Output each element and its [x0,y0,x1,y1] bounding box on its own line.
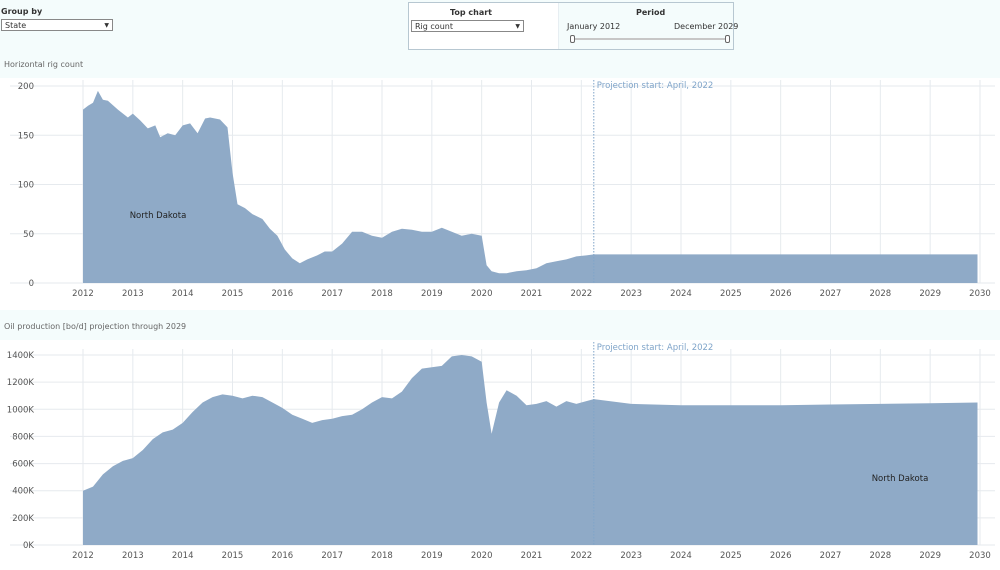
x-tick-label: 2013 [122,551,144,561]
x-tick-label: 2018 [371,289,393,299]
x-tick-label: 2015 [222,551,244,561]
x-tick-label: 2022 [571,551,593,561]
rig-count-chart: 2012 2013 2014 2015 2016 2017 2018 2019 2020 2021… [10,80,995,299]
period-slider-track[interactable] [573,38,728,40]
rig-chart-title: Horizontal rig count [4,60,84,69]
x-tick-label: 2021 [521,551,543,561]
y-tick-label: 0K [23,541,34,551]
x-tick-label: 2030 [969,289,991,299]
y-tick-label: 800K [12,432,34,442]
series-area-north-dakota [83,90,978,284]
chart-controls-panel [408,2,734,50]
oil-chart-title: Oil production [bo/d] projection through… [4,322,187,331]
period-start-label: January 2012 [567,22,621,31]
y-tick-label: 50 [23,230,34,240]
x-tick-label: 2026 [770,551,792,561]
series-label: North Dakota [872,474,929,484]
chevron-down-icon: ▼ [104,22,109,29]
x-tick-label: 2023 [620,289,642,299]
x-tick-label: 2030 [969,551,991,561]
x-tick-label: 2016 [272,289,294,299]
y-tick-label: 200K [12,514,34,524]
top-chart-label: Top chart [450,8,493,17]
y-tick-label: 1000K [7,405,35,415]
x-tick-label: 2029 [919,289,941,299]
y-tick-label: 600K [12,460,34,470]
x-tick-label: 2012 [72,551,94,561]
y-tick-label: 1200K [7,378,35,388]
chevron-down-icon: ▼ [515,23,520,30]
x-tick-label: 2018 [371,551,393,561]
period-panel [559,3,733,49]
x-tick-label: 2027 [820,289,842,299]
x-tick-label: 2020 [471,289,493,299]
projection-start-annotation: Projection start: April, 2022 [597,343,714,353]
y-tick-label: 100 [18,181,34,191]
x-tick-label: 2020 [471,551,493,561]
x-tick-label: 2023 [620,551,642,561]
x-tick-label: 2017 [321,289,343,299]
x-tick-label: 2016 [272,551,294,561]
x-tick-label: 2025 [720,289,742,299]
y-tick-label: 400K [12,487,34,497]
y-tick-label: 1400K [7,351,35,361]
x-tick-label: 2026 [770,289,792,299]
projection-start-annotation: Projection start: April, 2022 [597,81,714,91]
x-tick-label: 2029 [919,551,941,561]
x-tick-label: 2017 [321,551,343,561]
top-chart-value: Rig count [415,22,453,31]
y-tick-label: 200 [18,82,34,92]
x-tick-label: 2028 [870,289,892,299]
x-tick-label: 2014 [172,551,194,561]
y-tick-label: 0 [29,279,34,289]
period-label: Period [636,8,666,17]
series-label: North Dakota [130,211,187,221]
divider [558,3,559,49]
x-tick-label: 2019 [421,551,443,561]
period-slider-start-handle[interactable] [570,35,575,43]
x-tick-label: 2019 [421,289,443,299]
x-tick-label: 2024 [670,289,692,299]
series-area-north-dakota [83,355,978,545]
period-end-label: December 2029 [674,22,739,31]
period-slider-end-handle[interactable] [725,35,730,43]
top-chart-select[interactable]: Rig count ▼ [411,20,524,32]
x-tick-label: 2025 [720,551,742,561]
group-by-value: State [5,21,27,30]
group-by-label: Group by [1,7,43,16]
x-tick-label: 2013 [122,289,144,299]
x-tick-label: 2015 [222,289,244,299]
x-tick-label: 2024 [670,551,692,561]
oil-production-chart: 2012 2013 2014 2015 2016 2017 2018 2019 2020 2021… [7,342,995,561]
group-by-select[interactable]: State ▼ [1,19,113,31]
x-tick-label: 2027 [820,551,842,561]
x-tick-label: 2014 [172,289,194,299]
y-tick-label: 150 [18,131,34,141]
section-band [0,310,1000,340]
x-tick-label: 2028 [870,551,892,561]
x-tick-label: 2022 [571,289,593,299]
x-tick-label: 2012 [72,289,94,299]
x-tick-label: 2021 [521,289,543,299]
